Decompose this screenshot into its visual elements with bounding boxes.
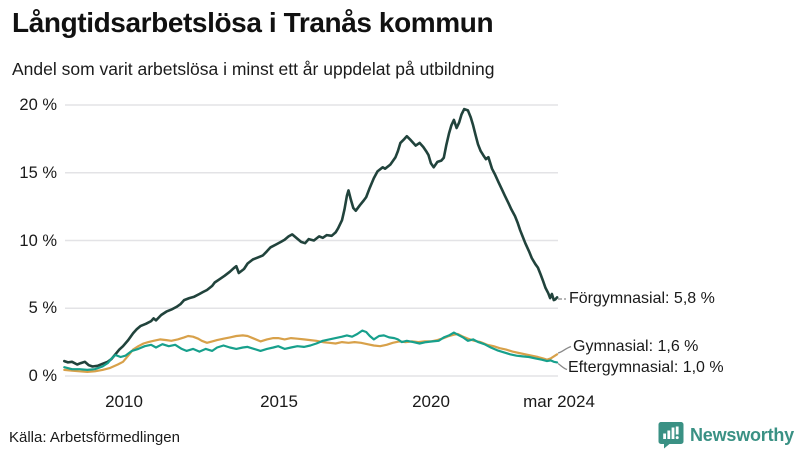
series-line-eftergymnasial <box>63 329 559 371</box>
label-leader-eftergymnasial <box>557 362 568 371</box>
y-axis-tick-10: 10 % <box>19 232 57 250</box>
x-axis-tick-2015: 2015 <box>260 392 298 411</box>
series-layer <box>63 107 559 373</box>
y-axis-tick-0: 0 % <box>28 367 57 385</box>
y-axis-tick-15: 15 % <box>19 164 57 182</box>
page-subtitle: Andel som varit arbetslösa i minst ett å… <box>12 59 495 79</box>
label-leader-lines <box>557 298 572 371</box>
y-axis-tick-20: 20 % <box>19 96 57 114</box>
series-line-förgymnasial <box>63 107 559 368</box>
x-axis-tick-2020: 2020 <box>412 392 450 411</box>
series-label-eftergymnasial: Eftergymnasial: 1,0 % <box>568 359 724 376</box>
series-line-gymnasial <box>63 332 559 373</box>
x-axis-tick-2010: 2010 <box>105 392 143 411</box>
series-label-forgymnasial: Förgymnasial: 5,8 % <box>569 290 715 307</box>
series-label-gymnasial: Gymnasial: 1,6 % <box>573 338 699 355</box>
source-attribution: Källa: Arbetsförmedlingen <box>9 429 180 446</box>
y-axis-tick-5: 5 % <box>28 299 57 317</box>
label-leader-gymnasial <box>557 345 572 354</box>
newsworthy-logo-text: Newsworthy <box>689 424 794 445</box>
page-title: Långtidsarbetslösa i Tranås kommun <box>12 7 494 38</box>
newsworthy-logo-icon <box>658 421 684 449</box>
x-axis-tick-mar-2024: mar 2024 <box>523 392 595 411</box>
newsworthy-logo: Newsworthy <box>658 421 794 449</box>
